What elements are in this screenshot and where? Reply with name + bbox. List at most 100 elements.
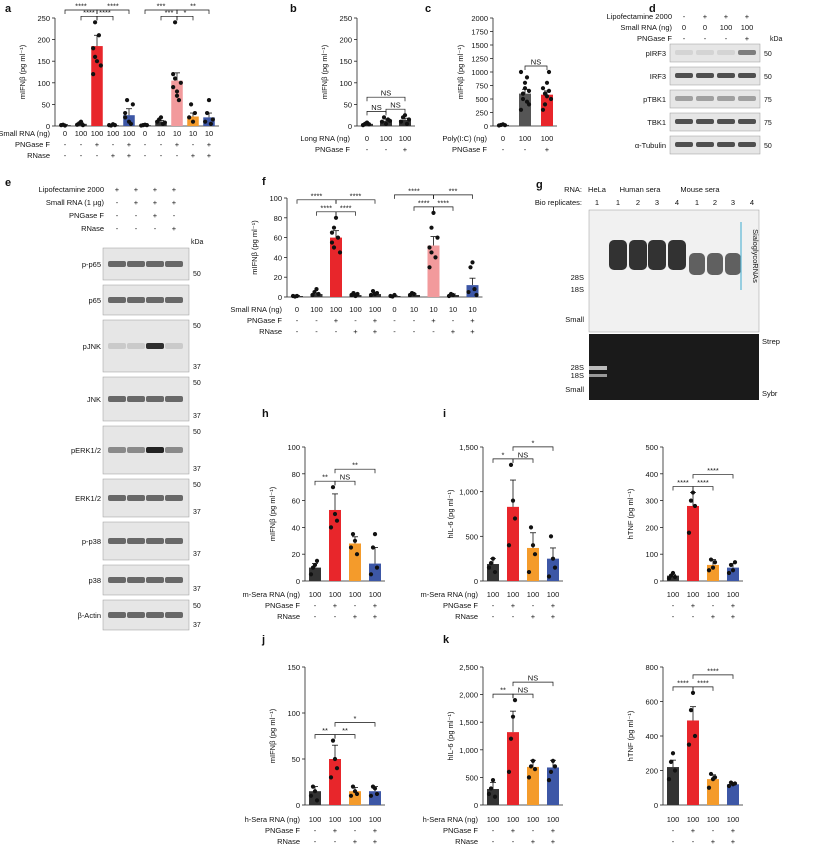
x-tick-label: 100 — [123, 129, 136, 138]
gel-group-label: HeLa — [588, 185, 607, 194]
x-tick-label: 0 — [63, 129, 67, 138]
x-tick-label: 100 — [707, 590, 720, 599]
data-point — [314, 286, 319, 292]
blot-band — [127, 297, 145, 303]
data-point — [210, 117, 215, 122]
kda-marker: 75 — [764, 97, 772, 104]
significance-label: *** — [157, 2, 166, 11]
y-tick-label: 20 — [292, 550, 300, 559]
y-axis-label: hTNF (pg ml⁻¹) — [626, 488, 635, 539]
significance-label: ** — [322, 473, 328, 482]
data-point — [668, 759, 674, 764]
gel-panel-g: g RNA: HeLa Human sera Mouse sera Bio replica… — [535, 179, 780, 400]
blot-header-value: - — [154, 224, 157, 233]
blot-header-value: + — [745, 12, 750, 21]
blot-header-value: - — [116, 198, 119, 207]
data-point — [366, 122, 372, 127]
significance-bracket — [366, 111, 387, 116]
x-tick-label: - — [96, 151, 99, 160]
kda-marker: 50 — [764, 74, 772, 81]
data-point — [486, 565, 492, 570]
blot-band — [146, 396, 164, 402]
blot-header-label: PNGase F — [637, 34, 672, 43]
data-point — [162, 120, 167, 125]
data-point — [334, 518, 340, 523]
significance-bracket — [334, 468, 376, 474]
y-tick-label: 600 — [645, 698, 658, 707]
y-tick-label: 0 — [654, 577, 658, 586]
x-tick-label: + — [731, 837, 736, 846]
blot-band — [108, 577, 126, 583]
x-tick-label: + — [731, 601, 736, 610]
data-point — [348, 793, 354, 798]
chart-i: i 0 500 1,000 1,500 hIL-6 (pg ml⁻¹) * NS * 100 - - 1… — [420, 408, 563, 621]
kda-marker: 37 — [193, 551, 201, 558]
x-tick-label: + — [711, 837, 716, 846]
x-tick-label: 0 — [392, 305, 396, 314]
data-point — [310, 292, 315, 298]
significance-bracket — [335, 211, 356, 216]
x-tick-label: + — [175, 140, 180, 149]
significance-bracket — [512, 681, 554, 687]
x-tick-label: 10 — [468, 305, 476, 314]
gel-sybr-label: Sybr — [762, 389, 778, 398]
data-point — [337, 250, 343, 255]
data-point — [672, 768, 678, 773]
significance-label: **** — [697, 678, 709, 687]
x-tick-label: - — [492, 601, 495, 610]
data-point — [402, 113, 408, 118]
significance-label: *** — [449, 186, 458, 195]
x-tick-label: + — [111, 151, 116, 160]
significance-bracket — [335, 199, 376, 204]
significance-bracket — [314, 734, 336, 739]
blot-row-label: p38 — [88, 576, 101, 585]
data-point — [331, 225, 337, 230]
significance-bracket — [413, 206, 434, 211]
panel-letter-e: e — [5, 177, 11, 189]
data-point — [518, 69, 524, 75]
gel-group-label: Human sera — [620, 185, 662, 194]
gel-marker: 28S — [571, 273, 584, 282]
data-point — [512, 698, 518, 703]
x-row-label: RNase — [455, 612, 478, 621]
x-tick-label: 100 — [727, 590, 740, 599]
gel-smear — [629, 240, 647, 270]
data-point — [522, 80, 528, 85]
blot-header-value: - — [173, 211, 176, 220]
x-tick-label: - — [64, 151, 67, 160]
blot-row-label: IRF3 — [650, 72, 666, 81]
panel-letter-f: f — [262, 176, 266, 188]
kda-marker: 50 — [764, 143, 772, 150]
blot-header-label: Lipofectamine 2000 — [39, 185, 104, 194]
gel-marker: 28S — [571, 363, 584, 372]
blot-row-label: p-p38 — [82, 537, 101, 546]
data-point — [712, 560, 718, 565]
data-point — [192, 110, 198, 116]
x-tick-label: - — [512, 837, 515, 846]
significance-bracket — [692, 486, 714, 491]
data-point — [528, 764, 534, 769]
blot-header-label: RNase — [81, 224, 104, 233]
significance-label: ** — [352, 461, 358, 470]
data-point — [188, 102, 194, 107]
significance-label: ** — [190, 2, 196, 11]
x-row-label: PNGase F — [452, 145, 487, 154]
y-tick-label: 100 — [269, 194, 282, 203]
panel-letter-g: g — [536, 179, 543, 191]
blot-header-value: - — [704, 34, 707, 43]
y-tick-label: 80 — [292, 470, 300, 479]
x-row-label: PNGase F — [443, 826, 478, 835]
panel-letter-c: c — [425, 3, 431, 15]
data-point — [331, 245, 337, 250]
y-tick-label: 200 — [339, 36, 352, 45]
data-point — [130, 102, 135, 107]
data-point — [548, 769, 554, 774]
data-point — [732, 560, 738, 565]
x-tick-label: - — [335, 327, 338, 336]
kda-marker: 37 — [193, 466, 201, 473]
data-point — [427, 245, 432, 250]
data-point — [123, 115, 128, 120]
data-point — [312, 289, 317, 295]
data-point — [546, 88, 552, 93]
data-point — [328, 775, 334, 780]
